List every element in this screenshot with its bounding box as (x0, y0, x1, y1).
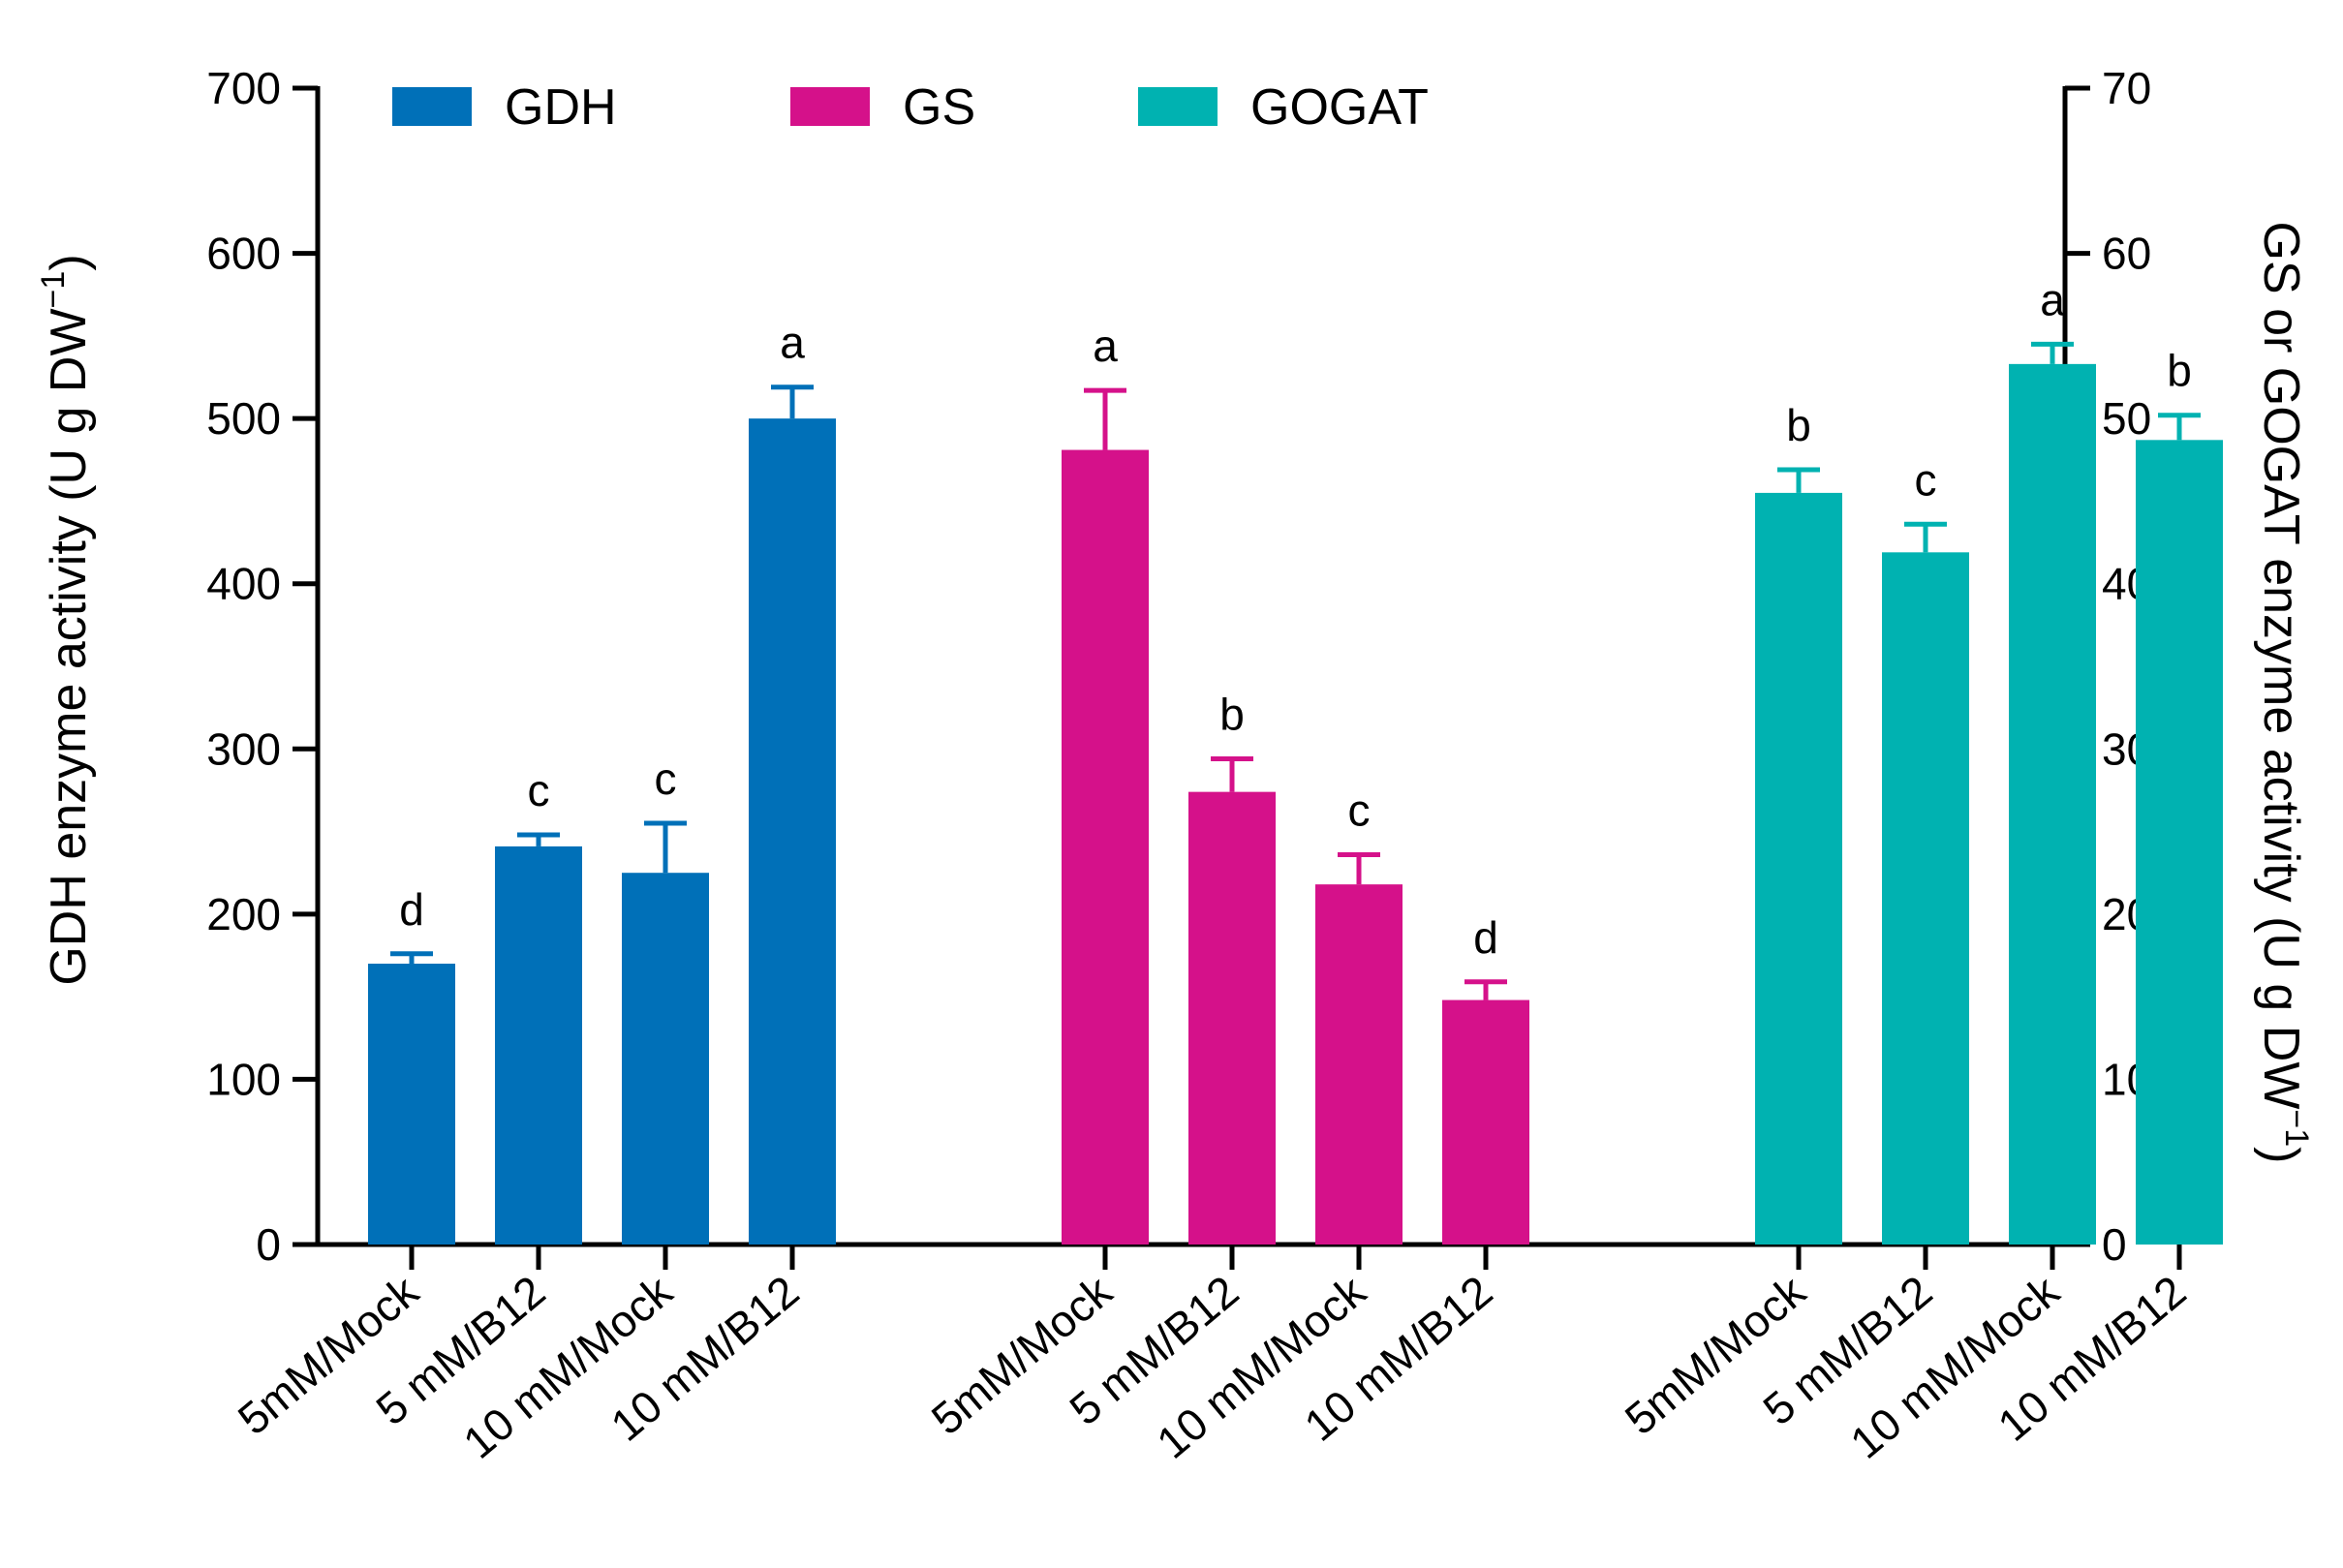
y-right-tick-label: 0 (2102, 1219, 2127, 1270)
significance-letter: b (1219, 690, 1245, 740)
significance-letter: b (1786, 400, 1811, 450)
y-left-tick-label: 700 (206, 63, 281, 113)
significance-letter: a (780, 318, 805, 368)
y-left-tick-label: 200 (206, 889, 281, 939)
bar-gdh (495, 845, 582, 1245)
legend-swatch-gogat (1138, 87, 1218, 126)
bar-gogat (2136, 440, 2223, 1245)
significance-letter: c (1915, 454, 1937, 505)
bars: d c c a a b c d b c a b (368, 274, 2223, 1245)
y-left-tick-label: 500 (206, 393, 281, 444)
significance-letter: d (399, 884, 424, 935)
y-axis-right-title: GS or GOGAT enzyme activity (U g DW−1) (2253, 222, 2315, 1164)
bar-gdh (749, 418, 836, 1245)
bar-gogat (2009, 363, 2096, 1245)
y-left-tick-label: 300 (206, 723, 281, 774)
y-right-tick-label: 70 (2102, 63, 2151, 113)
y-left-tick-label: 100 (206, 1054, 281, 1104)
legend-swatch-gdh (392, 87, 472, 126)
bar-gdh (622, 873, 709, 1245)
significance-letter: c (1348, 784, 1371, 835)
legend-label-gs: GS (903, 79, 975, 136)
significance-letter: c (528, 765, 550, 815)
significance-letter: d (1473, 912, 1498, 963)
y-axis-left-title: GDH enzyme activity (U g DW−1) (35, 254, 97, 985)
bar-gogat (1755, 492, 1842, 1245)
y-left-tick-label: 400 (206, 559, 281, 609)
significance-letter: a (2040, 274, 2065, 324)
y-right-tick-label: 50 (2102, 393, 2151, 444)
y-left-tick-label: 600 (206, 229, 281, 279)
significance-letter: a (1093, 321, 1118, 371)
legend-label-gdh: GDH (505, 79, 617, 136)
bar-gs (1315, 884, 1403, 1245)
legend: GDH GS GOGAT (392, 79, 1429, 136)
bar-gogat (1882, 552, 1969, 1245)
significance-letter: c (655, 753, 677, 804)
legend-swatch-gs (790, 87, 870, 126)
legend-label-gogat: GOGAT (1250, 79, 1429, 136)
y-right-tick-label: 60 (2102, 229, 2151, 279)
significance-letter: b (2167, 346, 2192, 396)
bar-gs (1188, 791, 1276, 1245)
bar-gdh (368, 964, 455, 1245)
y-left-tick-label: 0 (256, 1219, 281, 1270)
bar-gs (1062, 449, 1149, 1245)
bar-gs (1442, 999, 1529, 1245)
